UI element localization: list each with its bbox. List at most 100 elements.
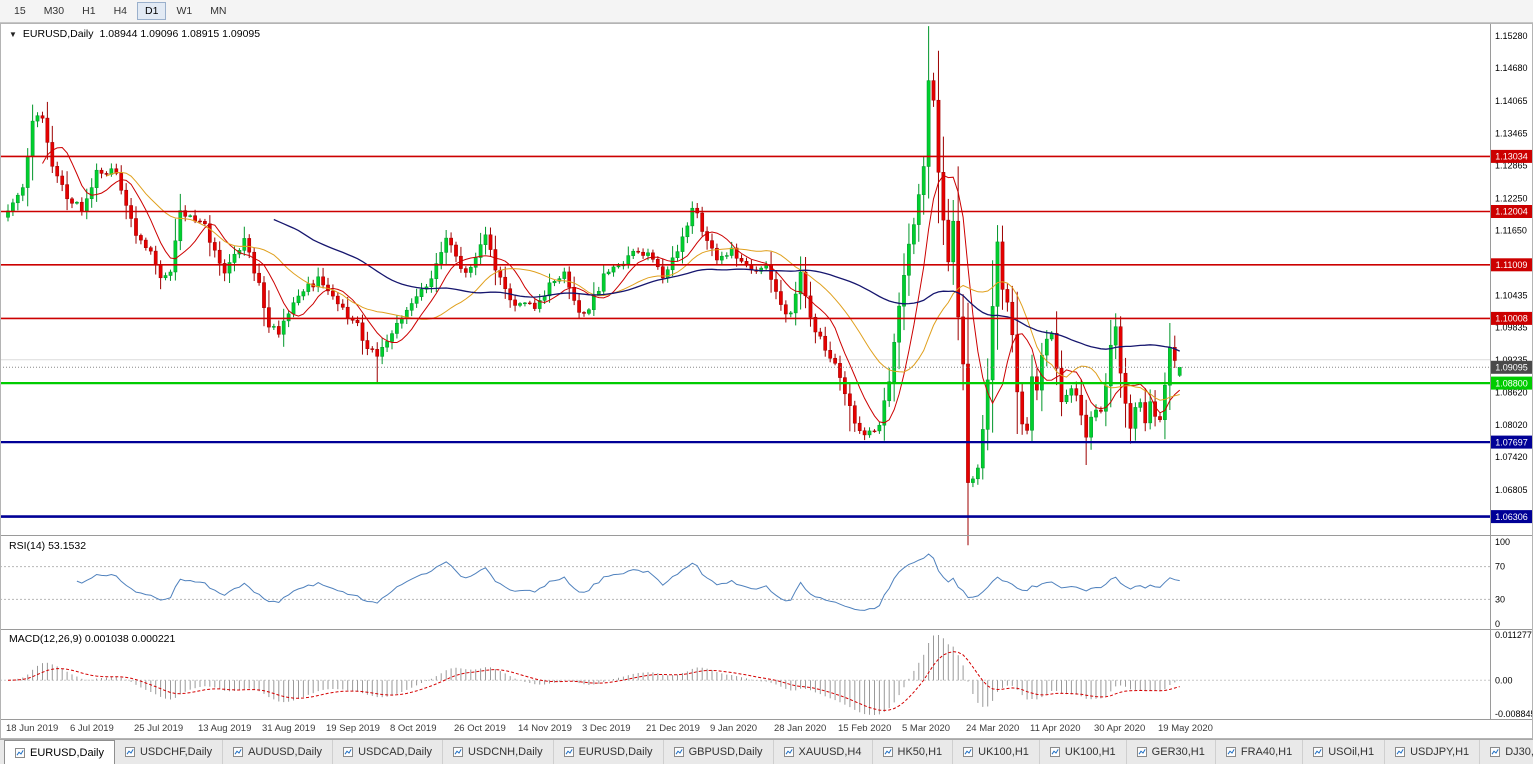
moving-averages (42, 146, 1181, 424)
chart-tab[interactable]: FRA40,H1 (1216, 740, 1304, 764)
rsi-axis-label: 30 (1495, 594, 1505, 604)
price-axis-label: 1.10435 (1495, 291, 1528, 301)
chart-tab-icon (1136, 747, 1147, 757)
chart-tab-icon (882, 747, 893, 757)
chart-tab[interactable]: UK100,H1 (953, 740, 1040, 764)
chart-tab[interactable]: AUDUSD,Daily (223, 740, 334, 764)
rsi-line (76, 553, 1180, 611)
price-axis-label: 1.06805 (1495, 485, 1528, 495)
chart-tab-icon (15, 747, 25, 758)
ma-line-55 (273, 218, 1180, 352)
macd-axis-label: 0.011277 (1495, 630, 1532, 640)
date-axis-label: 19 Sep 2019 (326, 723, 380, 734)
timeframe-button[interactable]: W1 (168, 2, 200, 20)
price-level-badge: 1.09095 (1491, 360, 1532, 374)
chart-tab-icon (1049, 747, 1060, 757)
price-level-badge: 1.13034 (1491, 149, 1532, 163)
svg-text:1.07697: 1.07697 (1495, 437, 1528, 447)
chart-tab[interactable]: EURUSD,Daily (4, 740, 115, 764)
chart-tab-label: GBPUSD,Daily (688, 746, 763, 758)
chart-tab-label: XAUUSD,H4 (798, 746, 862, 758)
date-axis-label: 18 Jun 2019 (6, 723, 58, 734)
macd-axis-label: -0.0088452 (1495, 709, 1533, 719)
price-axis-label: 1.08620 (1495, 388, 1528, 398)
chart-tab[interactable]: USDCAD,Daily (333, 740, 444, 764)
price-axis-label: 1.12250 (1495, 193, 1528, 203)
macd-histogram (12, 635, 1181, 715)
svg-text:1.08800: 1.08800 (1495, 378, 1528, 388)
chart-tab-label: USDCHF,Daily (139, 746, 213, 758)
rsi-axis-label: 0 (1495, 619, 1500, 629)
chart-tab-icon (343, 747, 354, 757)
price-axis-label: 1.07420 (1495, 452, 1528, 462)
chart-tab-label: AUDUSD,Daily (248, 746, 323, 758)
chart-tab-icon (963, 747, 974, 757)
svg-text:1.13034: 1.13034 (1495, 152, 1528, 162)
date-axis-label: 31 Aug 2019 (262, 723, 315, 734)
date-axis-label: 25 Jul 2019 (134, 723, 183, 734)
timeframe-button[interactable]: D1 (137, 2, 167, 20)
price-level-badge: 1.07697 (1491, 435, 1532, 449)
chart-tab[interactable]: USDJPY,H1 (1385, 740, 1481, 764)
timeframe-button[interactable]: 15 (6, 2, 34, 20)
chart-tab-label: HK50,H1 (897, 746, 943, 758)
price-axis-label: 1.09835 (1495, 323, 1528, 333)
date-axis-label: 28 Jan 2020 (774, 723, 826, 734)
price-level-badge: 1.10008 (1491, 311, 1532, 325)
chart-tab-label: UK100,H1 (1064, 746, 1116, 758)
chart-tab-icon (783, 747, 794, 757)
svg-text:1.11009: 1.11009 (1496, 260, 1528, 270)
chart-tab-icon (1313, 747, 1324, 757)
chart-tab[interactable]: USDCNH,Daily (443, 740, 554, 764)
chart-tab-label: USOil,H1 (1328, 746, 1375, 758)
chart-tab-label: DJ30,Daily (1505, 746, 1533, 758)
chart-tab[interactable]: EURUSD,Daily (554, 740, 664, 764)
price-axis-label: 1.12865 (1495, 160, 1528, 170)
price-axis-label: 1.15280 (1495, 31, 1528, 41)
chart-tab[interactable]: GER30,H1 (1127, 740, 1216, 764)
price-chart-canvas[interactable]: 1.15280 1.14680 1.14065 1.13465 1.12865 1.122… (0, 23, 1533, 739)
price-axis-label: 1.14680 (1495, 63, 1528, 73)
chart-tab-icon (563, 747, 574, 757)
timeframe-button[interactable]: H4 (106, 2, 135, 20)
chart-tab-icon (1395, 747, 1406, 757)
timeframe-button[interactable]: MN (202, 2, 234, 20)
chart-tab[interactable]: XAUUSD,H4 (774, 740, 873, 764)
macd-panel: 0.011277 0.00 -0.0088452 (0, 630, 1533, 719)
chart-tab[interactable]: USDCHF,Daily (115, 740, 224, 764)
date-axis-label: 14 Nov 2019 (518, 723, 572, 734)
chart-tab-icon (1225, 747, 1236, 757)
panel-separators (0, 535, 1533, 720)
rsi-axis-label: 100 (1495, 537, 1510, 547)
date-axis-label: 11 Apr 2020 (1030, 723, 1081, 734)
price-axis-label: 1.09235 (1495, 355, 1528, 365)
symbol-dropdown-icon[interactable]: ▼ (9, 29, 17, 39)
price-axis-label: 1.14065 (1495, 96, 1528, 106)
date-axis-label: 6 Jul 2019 (70, 723, 114, 734)
chart-tab-icon (1490, 747, 1501, 757)
price-axis-label: 1.11650 (1495, 225, 1527, 235)
horizontal-levels (0, 155, 1490, 518)
chart-tab-icon (673, 747, 684, 757)
date-axis-label: 24 Mar 2020 (966, 723, 1019, 734)
chart-tab-bar: EURUSD,Daily USDCHF,Daily AUDUSD,Daily U… (0, 739, 1533, 764)
macd-axis-label: 0.00 (1495, 675, 1513, 685)
chart-tab[interactable]: GBPUSD,Daily (664, 740, 774, 764)
chart-tab-label: USDCNH,Daily (468, 746, 543, 758)
timeframe-button[interactable]: H1 (74, 2, 103, 20)
chart-tab-label: GER30,H1 (1151, 746, 1205, 758)
date-axis-label: 15 Feb 2020 (838, 723, 891, 734)
chart-tab[interactable]: HK50,H1 (873, 740, 954, 764)
date-axis-label: 5 Mar 2020 (902, 723, 950, 734)
chart-window[interactable]: 1.15280 1.14680 1.14065 1.13465 1.12865 1.122… (0, 23, 1533, 739)
chart-tab[interactable]: USOil,H1 (1303, 740, 1386, 764)
date-axis-label: 13 Aug 2019 (198, 723, 251, 734)
chart-tab-icon (124, 747, 135, 757)
chart-tab[interactable]: UK100,H1 (1040, 740, 1127, 764)
rsi-panel: 100 70 30 0 (0, 537, 1510, 629)
chart-tab-label: EURUSD,Daily (578, 746, 653, 758)
timeframe-button[interactable]: M30 (36, 2, 72, 20)
date-axis: 18 Jun 2019 6 Jul 2019 25 Jul 2019 13 Aug 2… (6, 723, 1213, 734)
chart-tab[interactable]: DJ30,Daily (1480, 740, 1533, 764)
date-axis-label: 26 Oct 2019 (454, 723, 506, 734)
